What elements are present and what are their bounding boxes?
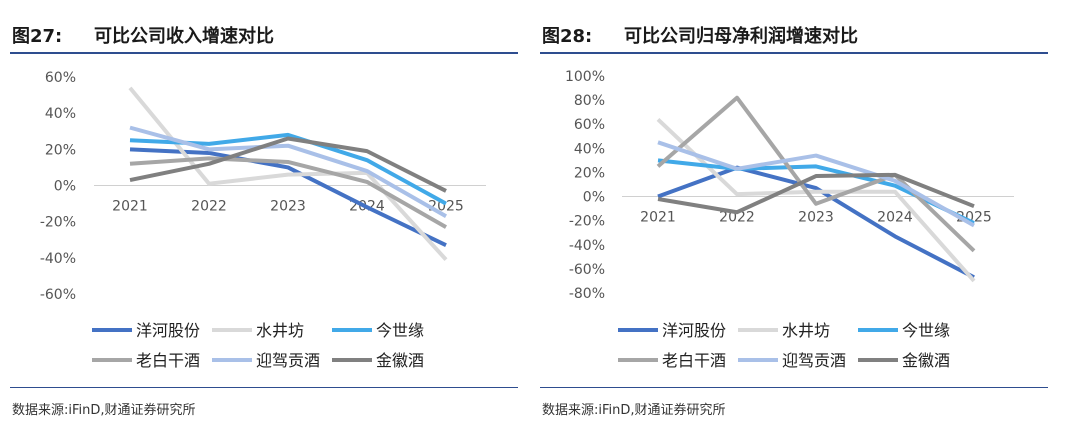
y-tick-label: 60%: [45, 70, 76, 86]
legend-label: 老白干酒: [136, 351, 200, 370]
source-note: 数据来源:iFinD,财通证券研究所: [12, 403, 196, 418]
figure-label: 图28:: [542, 26, 593, 47]
source-note: 数据来源:iFinD,财通证券研究所: [542, 403, 726, 418]
y-tick-label: -20%: [569, 214, 605, 230]
series-line: [657, 165, 975, 280]
legend-label: 水井坊: [782, 321, 830, 340]
y-tick-label: 20%: [45, 142, 76, 158]
net-profit-growth-chart: 100% 80% 60% 40% 20% 0% -20% -40% -60% -80% 2021 20…: [565, 69, 1014, 370]
figure-label: 图27:: [12, 26, 63, 47]
y-tick-label: -40%: [40, 251, 76, 267]
y-tick-label: 80%: [574, 93, 605, 109]
series-line: [129, 125, 447, 218]
legend-label: 洋河股份: [136, 321, 200, 340]
series-line: [129, 136, 447, 193]
x-tick-label: 2022: [719, 210, 755, 226]
chart-title: 可比公司收入增速对比: [94, 26, 274, 47]
y-tick-label: 100%: [565, 69, 605, 85]
x-tick-label: 2021: [640, 210, 676, 226]
y-tick-label: 40%: [574, 141, 605, 157]
y-tick-label: -60%: [569, 262, 605, 278]
x-tick-label: 2024: [877, 210, 913, 226]
legend-label: 金徽酒: [376, 351, 424, 370]
y-tick-label: 40%: [45, 106, 76, 122]
legend-label: 迎驾贡酒: [782, 351, 846, 370]
legend-label: 老白干酒: [662, 351, 726, 370]
legend-label: 洋河股份: [662, 321, 726, 340]
footer-rule: [10, 387, 518, 388]
footer-rule: [540, 387, 1048, 388]
legend-label: 水井坊: [256, 321, 304, 340]
y-tick-label: -60%: [40, 287, 76, 303]
chart-panel-revenue: 图27: 可比公司收入增速对比 60% 40% 20% 0% -20% -40% -60% 20…: [10, 0, 520, 429]
y-tick-label: 0%: [54, 179, 76, 195]
x-tick-label: 2025: [428, 199, 464, 215]
series-line: [656, 117, 976, 283]
series-line: [657, 140, 975, 228]
y-tick-label: -20%: [40, 215, 76, 231]
legend-label: 金徽酒: [902, 351, 950, 370]
figure-title: 图27: 可比公司收入增速对比: [12, 22, 274, 48]
revenue-growth-chart: 60%40%20%0%-20%-40%-60%2021 2022 2023 2024 2…: [40, 70, 486, 370]
title-rule: [540, 52, 1048, 54]
legend-label: 今世缘: [376, 321, 424, 340]
x-tick-label: 2022: [191, 199, 227, 215]
chart-title: 可比公司归母净利润增速对比: [624, 26, 858, 47]
legend-label: 今世缘: [902, 321, 950, 340]
y-tick-label: 60%: [574, 117, 605, 133]
series-line: [657, 172, 975, 215]
series-line: [128, 86, 448, 261]
series-line: [129, 156, 447, 229]
legend-label: 迎驾贡酒: [256, 351, 320, 370]
figure-title: 图28: 可比公司归母净利润增速对比: [542, 22, 858, 48]
y-tick-label: 20%: [574, 165, 605, 181]
y-tick-label: 0%: [583, 190, 605, 206]
chart-panel-profit: 图28: 可比公司归母净利润增速对比 100% 80% 60% 40% 20% 0% -20%…: [540, 0, 1050, 429]
y-tick-label: -40%: [569, 238, 605, 254]
y-tick-label: -80%: [569, 286, 605, 302]
x-tick-label: 2023: [798, 210, 834, 226]
x-tick-label: 2023: [270, 199, 306, 215]
title-rule: [10, 52, 518, 54]
x-tick-label: 2021: [112, 199, 148, 215]
series-line: [656, 95, 976, 253]
